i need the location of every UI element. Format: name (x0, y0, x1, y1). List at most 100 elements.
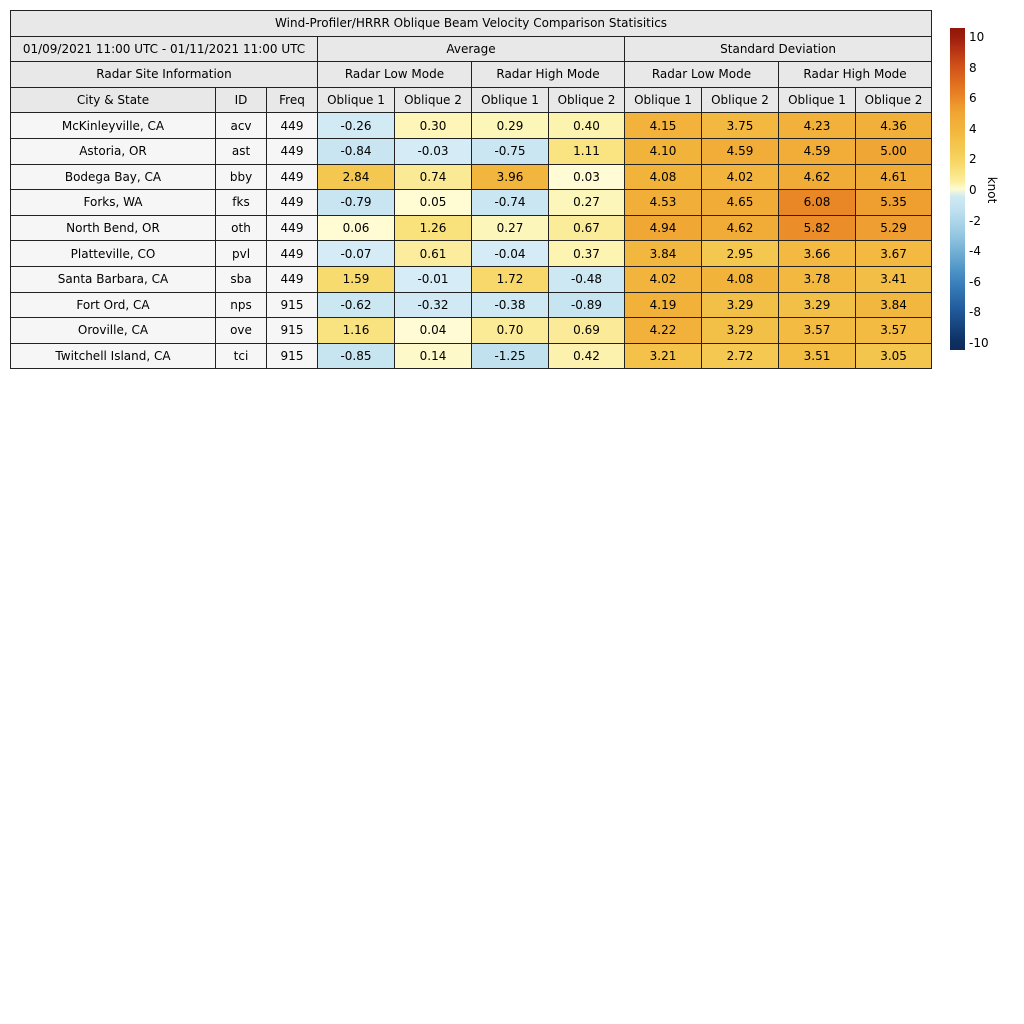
freq-cell: 449 (266, 189, 318, 216)
value-cell: 4.62 (701, 214, 779, 242)
column-header-row: City & State ID Freq Oblique 1 Oblique 2… (10, 86, 933, 114)
value-cell: 4.65 (701, 189, 779, 216)
value-cell: 5.82 (778, 214, 856, 242)
value-cell: -0.74 (471, 189, 549, 216)
value-cell: 1.11 (548, 137, 625, 165)
site-info-header: Radar Site Information (10, 61, 318, 88)
value-cell: -0.07 (317, 240, 395, 267)
city-column-header: City & State (10, 86, 216, 114)
city-cell: Twitchell Island, CA (10, 342, 216, 370)
value-cell: 1.26 (394, 214, 472, 242)
value-cell: 0.69 (548, 317, 625, 344)
freq-cell: 449 (266, 163, 318, 191)
value-cell: 0.67 (548, 214, 625, 242)
value-cell: 5.00 (854, 137, 933, 165)
value-cell: 2.95 (701, 240, 779, 267)
colorbar-tick-label: -6 (969, 274, 981, 289)
colorbar-tick-label: 8 (969, 60, 977, 75)
value-cell: -0.89 (548, 291, 625, 319)
value-cell: 4.19 (624, 291, 702, 319)
value-cell: -0.01 (394, 265, 472, 293)
table-row: Oroville, CA ove 915 1.16 0.04 0.70 0.69 4.22 3.… (10, 317, 933, 344)
value-cell: 4.15 (624, 112, 702, 139)
oblique-column-header: Oblique 2 (854, 86, 933, 114)
value-cell: 0.70 (471, 317, 549, 344)
value-cell: 0.42 (548, 342, 625, 370)
id-cell: tci (215, 342, 267, 370)
value-cell: 4.08 (701, 265, 779, 293)
value-cell: 0.03 (548, 163, 625, 191)
colorbar-tick-label: 6 (969, 91, 977, 106)
value-cell: 0.04 (394, 317, 472, 344)
stats-table: Wind-Profiler/HRRR Oblique Beam Velocity… (9, 10, 933, 370)
id-cell: ove (215, 317, 267, 344)
freq-cell: 915 (266, 291, 318, 319)
value-cell: 3.05 (854, 342, 933, 370)
freq-cell: 449 (266, 137, 318, 165)
value-cell: 4.59 (701, 137, 779, 165)
value-cell: 4.36 (854, 112, 933, 139)
city-cell: North Bend, OR (10, 214, 216, 242)
table-body: McKinleyville, CA acv 449 -0.26 0.30 0.29 0.40… (10, 112, 933, 370)
value-cell: 3.66 (778, 240, 856, 267)
value-cell: 1.59 (317, 265, 395, 293)
table-row: North Bend, OR oth 449 0.06 1.26 0.27 0.67 4.94… (10, 214, 933, 242)
value-cell: -0.62 (317, 291, 395, 319)
value-cell: 0.27 (471, 214, 549, 242)
value-cell: 0.37 (548, 240, 625, 267)
id-column-header: ID (215, 86, 267, 114)
value-cell: -0.32 (394, 291, 472, 319)
colorbar-tick-label: -8 (969, 305, 981, 320)
value-cell: 4.53 (624, 189, 702, 216)
value-cell: -0.75 (471, 137, 549, 165)
value-cell: -1.25 (471, 342, 549, 370)
colorbar-tick-label: -10 (969, 336, 989, 350)
city-cell: Astoria, OR (10, 137, 216, 165)
value-cell: 4.02 (624, 265, 702, 293)
oblique-column-header: Oblique 1 (471, 86, 549, 114)
value-cell: 3.96 (471, 163, 549, 191)
value-cell: -0.84 (317, 137, 395, 165)
colorbar-tick-label: -4 (969, 244, 981, 259)
id-cell: nps (215, 291, 267, 319)
table-row: Bodega Bay, CA bby 449 2.84 0.74 3.96 0.03 4.08… (10, 163, 933, 191)
oblique-column-header: Oblique 1 (317, 86, 395, 114)
group-header-row: 01/09/2021 11:00 UTC - 01/11/2021 11:00 … (10, 35, 933, 63)
colorbar-tick-label: 4 (969, 121, 977, 136)
id-cell: acv (215, 112, 267, 139)
avg-low-mode-header: Radar Low Mode (317, 61, 472, 88)
colorbar-gradient (950, 28, 965, 350)
table-row: Astoria, OR ast 449 -0.84 -0.03 -0.75 1.11 4.10… (10, 137, 933, 165)
table-row: Santa Barbara, CA sba 449 1.59 -0.01 1.72 -0.4… (10, 265, 933, 293)
value-cell: 4.22 (624, 317, 702, 344)
oblique-column-header: Oblique 1 (778, 86, 856, 114)
value-cell: 4.02 (701, 163, 779, 191)
value-cell: 0.14 (394, 342, 472, 370)
oblique-column-header: Oblique 2 (394, 86, 472, 114)
value-cell: 3.75 (701, 112, 779, 139)
table-row: Twitchell Island, CA tci 915 -0.85 0.14 -1.25… (10, 342, 933, 370)
freq-cell: 449 (266, 265, 318, 293)
freq-cell: 449 (266, 214, 318, 242)
value-cell: 4.10 (624, 137, 702, 165)
value-cell: 4.23 (778, 112, 856, 139)
table-row: Forks, WA fks 449 -0.79 0.05 -0.74 0.27 4.53 4.6… (10, 189, 933, 216)
colorbar: 10 8 6 4 2 0 -2 -4 -6 -8 -10 (950, 28, 989, 350)
value-cell: 2.84 (317, 163, 395, 191)
value-cell: 5.35 (854, 189, 933, 216)
id-cell: fks (215, 189, 267, 216)
colorbar-unit-label: knot (985, 176, 999, 204)
oblique-column-header: Oblique 2 (548, 86, 625, 114)
value-cell: 4.59 (778, 137, 856, 165)
value-cell: 1.16 (317, 317, 395, 344)
value-cell: 3.84 (854, 291, 933, 319)
value-cell: -0.04 (471, 240, 549, 267)
date-range-cell: 01/09/2021 11:00 UTC - 01/11/2021 11:00 … (10, 35, 318, 63)
colorbar-tick-label: 2 (969, 152, 977, 167)
value-cell: 3.57 (854, 317, 933, 344)
value-cell: 5.29 (854, 214, 933, 242)
value-cell: 3.21 (624, 342, 702, 370)
value-cell: 4.61 (854, 163, 933, 191)
value-cell: 3.51 (778, 342, 856, 370)
